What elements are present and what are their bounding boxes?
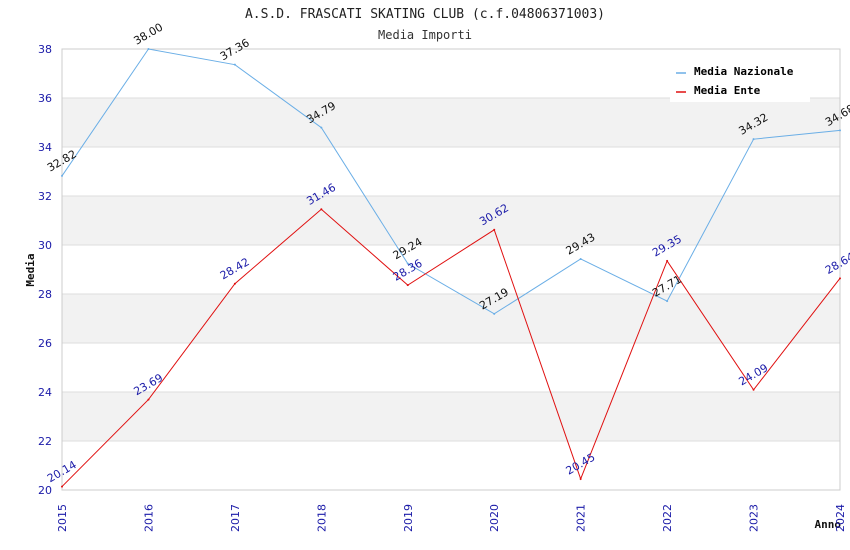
y-tick-label: 26 (38, 337, 52, 350)
x-tick-label: 2017 (229, 504, 242, 532)
y-axis-label: Media (24, 253, 37, 286)
data-point (233, 282, 236, 285)
grid-band (62, 392, 840, 441)
data-point (579, 477, 582, 480)
x-tick-label: 2018 (315, 504, 328, 532)
y-tick-label: 22 (38, 435, 52, 448)
x-tick-label: 2022 (661, 504, 674, 532)
x-tick-label: 2023 (748, 504, 761, 532)
y-tick-label: 38 (38, 43, 52, 56)
data-point (752, 138, 755, 141)
data-point (61, 174, 63, 177)
y-axis-ticks: 20 22 24 26 28 30 32 34 36 38 (38, 43, 52, 497)
data-point (406, 262, 409, 265)
data-point (752, 388, 755, 391)
y-tick-label: 34 (38, 141, 52, 154)
data-point (493, 312, 496, 315)
x-axis-label: Anno (815, 518, 842, 531)
series-lines (61, 48, 841, 488)
grid-band (62, 98, 840, 147)
data-label: 38.00 (131, 21, 165, 48)
y-tick-label: 20 (38, 484, 52, 497)
legend-label-media-nazionale: Media Nazionale (694, 65, 794, 78)
y-tick-label: 32 (38, 190, 52, 203)
data-point (61, 485, 63, 488)
data-point (666, 259, 669, 262)
y-tick-label: 36 (38, 92, 52, 105)
series-line-media-nazionale (61, 48, 841, 315)
y-tick-label: 28 (38, 288, 52, 301)
data-point (320, 208, 323, 211)
data-point (839, 277, 841, 280)
data-point (666, 300, 669, 303)
legend: Media Nazionale Media Ente (670, 60, 810, 102)
data-point (320, 126, 323, 129)
data-label: 28.42 (218, 255, 252, 282)
grid-band (62, 294, 840, 343)
x-tick-label: 2020 (488, 504, 501, 532)
data-label: 20.45 (564, 451, 598, 478)
data-point (233, 63, 236, 66)
data-point (579, 257, 582, 260)
series-line-media-ente (61, 208, 841, 487)
data-label: 37.36 (218, 36, 252, 63)
data-label: 28.64 (823, 250, 850, 277)
chart-title: A.S.D. FRASCATI SKATING CLUB (c.f.048063… (245, 7, 605, 22)
y-tick-label: 30 (38, 239, 52, 252)
chart-subtitle: Media Importi (378, 28, 472, 42)
x-tick-label: 2016 (142, 504, 155, 532)
data-point (406, 284, 409, 287)
legend-background (670, 60, 810, 102)
data-label: 24.09 (737, 361, 771, 388)
plot-area (61, 48, 841, 491)
y-tick-label: 24 (38, 386, 52, 399)
x-tick-label: 2019 (402, 504, 415, 532)
legend-label-media-ente: Media Ente (694, 84, 761, 97)
x-tick-label: 2015 (56, 504, 69, 532)
x-tick-label: 2021 (575, 504, 588, 532)
x-axis-ticks: 2015 2016 2017 2018 2019 2020 2021 2022 2023 2024 (56, 504, 847, 532)
data-point (147, 398, 150, 401)
data-point (493, 228, 496, 231)
data-point (839, 129, 841, 132)
data-point (147, 48, 150, 50)
grid-band (62, 196, 840, 245)
x-tick-label: 2024 (834, 504, 847, 532)
plot-background-bands (62, 98, 840, 441)
